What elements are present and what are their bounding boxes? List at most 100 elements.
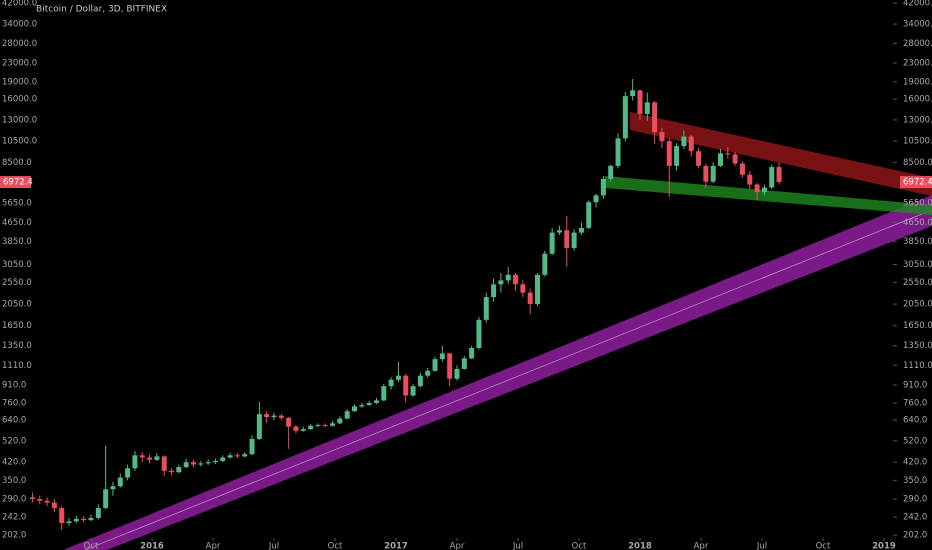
candle-body [608, 165, 614, 179]
y-tick-label-right: 16000.0 [903, 95, 932, 105]
candle-body [271, 415, 277, 418]
y-tick-label-right: 10500.0 [903, 137, 932, 147]
candle-body [37, 499, 43, 501]
candle-body [630, 90, 636, 97]
y-tick-label-left: 4650.0 [2, 218, 32, 228]
y-tick-label-right: 290.0 [903, 495, 927, 505]
candle-body [154, 456, 160, 460]
y-tick-label-left: 640.0 [2, 416, 26, 426]
y-tick-label-left: 1110.0 [2, 361, 32, 371]
candle-body [242, 454, 248, 457]
y-tick-label-left: 13000.0 [2, 115, 37, 125]
x-tick-label: Jul [268, 542, 279, 550]
candle-body [542, 253, 548, 275]
y-tick-label-right: 19000.0 [903, 78, 932, 88]
candle-body [652, 102, 658, 133]
candle-body [95, 508, 101, 518]
candle-body [103, 489, 109, 509]
candle-body [556, 230, 562, 233]
candle-body [81, 518, 87, 521]
y-tick-label-right: 202.0 [903, 531, 927, 541]
y-tick-label-right: 5650.0 [903, 199, 932, 209]
candle-body [637, 90, 643, 114]
y-tick-label-left: 34000.0 [2, 20, 37, 30]
candle-body [388, 379, 394, 387]
y-tick-label-right: 8500.0 [903, 158, 932, 168]
candle-body [520, 284, 526, 293]
candle-body [432, 359, 438, 371]
candle-body [44, 500, 50, 503]
candle-body [29, 497, 35, 500]
candle-body [198, 463, 204, 465]
candle-body [132, 455, 138, 469]
y-tick-label-left: 28000.0 [2, 39, 37, 49]
candle-body [703, 165, 709, 182]
candle-body [373, 400, 379, 404]
candle-body [439, 353, 445, 360]
candle-body [256, 414, 262, 439]
candle-body [739, 163, 745, 175]
y-tick-label-right: 23000.0 [903, 59, 932, 69]
candle-body [403, 375, 409, 396]
candle-body [212, 460, 218, 463]
candle-body [286, 417, 292, 427]
y-tick-label-left: 910.0 [2, 381, 26, 391]
y-tick-label-right: 420.0 [903, 458, 927, 468]
candle-body [549, 232, 555, 254]
candle-body [88, 517, 94, 521]
candle-body [300, 429, 306, 431]
y-tick-label-right: 1350.0 [903, 341, 932, 351]
candle-body [337, 418, 343, 424]
candle-body [59, 508, 65, 524]
candle-body [461, 358, 467, 369]
candle-body [315, 424, 321, 426]
candle-body [249, 438, 255, 455]
y-tick-label-right: 520.0 [903, 436, 927, 446]
candle-body [190, 462, 196, 465]
candle-body [696, 151, 702, 166]
candle-body [220, 457, 226, 461]
candle-body [227, 455, 233, 458]
y-tick-label-left: 42000.0 [2, 0, 37, 8]
candle-body [688, 136, 694, 152]
candle-body [769, 167, 775, 188]
candle-body [417, 375, 423, 387]
x-tick-label: Apr [450, 542, 465, 550]
candle-body [73, 518, 79, 522]
resistance-band [630, 112, 932, 196]
last-price-right: 6972.4 [903, 178, 932, 188]
candle-body [234, 455, 240, 457]
candle-body [395, 375, 401, 380]
candle-body [674, 146, 680, 166]
green-band [605, 176, 932, 215]
candle-body [330, 423, 336, 426]
candle-body [622, 96, 628, 139]
y-tick-label-left: 202.0 [2, 531, 26, 541]
y-tick-label-left: 760.0 [2, 399, 26, 409]
candle-body [366, 403, 372, 406]
candle-body [454, 368, 460, 379]
candle-body [352, 406, 358, 412]
y-tick-label-right: 760.0 [903, 399, 927, 409]
last-price-box-right [900, 176, 932, 189]
y-tick-label-left: 2050.0 [2, 300, 32, 310]
x-tick-label: Jul [756, 542, 767, 550]
x-tick-label: Oct [328, 542, 343, 550]
x-tick-label: 2017 [384, 542, 408, 550]
candle-body [117, 477, 123, 487]
y-tick-label-left: 350.0 [2, 476, 26, 486]
candle-body [747, 174, 753, 185]
candle-body [147, 457, 153, 460]
y-tick-label-right: 28000.0 [903, 39, 932, 49]
y-tick-label-left: 420.0 [2, 458, 26, 468]
last-price-box-left [0, 176, 31, 189]
y-tick-label-left: 520.0 [2, 436, 26, 446]
candle-body [659, 132, 665, 142]
x-tick-label: Apr [694, 542, 709, 550]
candle-body [535, 274, 541, 305]
candle-body [681, 136, 687, 147]
candle-body [264, 414, 270, 418]
y-tick-label-left: 290.0 [2, 495, 26, 505]
candle-body [513, 274, 519, 285]
